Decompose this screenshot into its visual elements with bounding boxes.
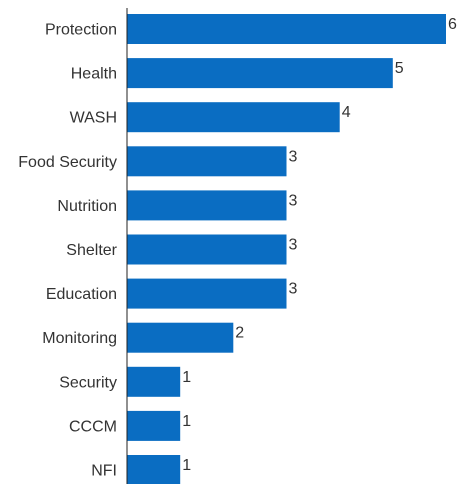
category-label-food-security: Food Security bbox=[18, 154, 117, 171]
value-label-security: 1 bbox=[182, 369, 191, 386]
value-label-nfi: 1 bbox=[182, 457, 191, 474]
bar-health bbox=[127, 58, 393, 89]
bar-cccm bbox=[127, 410, 181, 441]
category-label-cccm: CCCM bbox=[69, 418, 117, 435]
value-label-food-security: 3 bbox=[289, 148, 298, 165]
value-label-cccm: 1 bbox=[182, 413, 191, 430]
value-label-health: 5 bbox=[395, 60, 404, 77]
bar-shelter bbox=[127, 234, 287, 265]
category-label-wash: WASH bbox=[70, 110, 117, 127]
bar-security bbox=[127, 366, 181, 397]
bar-education bbox=[127, 278, 287, 309]
category-labels-group: Protection Health WASH Food Security Nutriti… bbox=[18, 22, 117, 480]
value-labels-group: 6 5 4 3 3 3 3 2 1 1 1 bbox=[182, 16, 457, 474]
value-label-education: 3 bbox=[289, 281, 298, 298]
bar-monitoring bbox=[127, 322, 234, 353]
bar-nfi bbox=[127, 455, 181, 484]
category-label-shelter: Shelter bbox=[66, 242, 117, 259]
value-label-wash: 4 bbox=[342, 104, 351, 121]
category-label-health: Health bbox=[71, 66, 117, 83]
bars-group bbox=[127, 14, 446, 484]
bar-protection bbox=[127, 14, 446, 44]
bar-nutrition bbox=[127, 190, 287, 221]
category-label-nfi: NFI bbox=[91, 463, 117, 480]
bar-wash bbox=[127, 102, 340, 133]
category-label-security: Security bbox=[59, 374, 117, 391]
value-label-protection: 6 bbox=[448, 16, 457, 33]
value-label-monitoring: 2 bbox=[235, 325, 244, 342]
category-label-nutrition: Nutrition bbox=[57, 198, 117, 215]
category-label-protection: Protection bbox=[45, 22, 117, 39]
category-label-monitoring: Monitoring bbox=[42, 330, 117, 347]
bar-food-security bbox=[127, 146, 287, 177]
value-label-shelter: 3 bbox=[289, 237, 298, 254]
category-label-education: Education bbox=[46, 286, 117, 303]
value-label-nutrition: 3 bbox=[289, 192, 298, 209]
